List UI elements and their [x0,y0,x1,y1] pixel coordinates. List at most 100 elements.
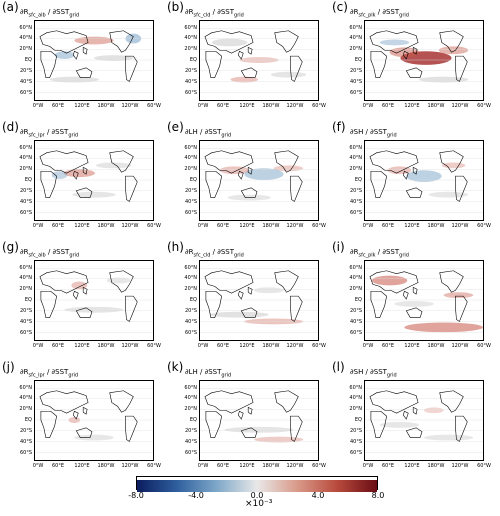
map-plot [199,380,319,461]
lon-tick-label: 180°W [262,463,280,469]
map-panel: (k) ∂LH / ∂SSTgrid 60°N 40°N 20°N EQ 20°S 40°S 6… [167,360,327,480]
coastline [238,290,244,300]
lon-tick-label: 120°W [451,103,469,109]
coastline [274,270,299,293]
field-anomaly [72,191,116,198]
field-anomaly [443,292,474,299]
coastline [73,50,79,60]
field-anomaly [406,170,442,182]
lon-tick-label: 180°W [427,343,445,349]
panel-tag: (d) [2,120,19,134]
coastline [75,307,93,318]
coastline [439,270,464,293]
lat-tick-label: 40°N [19,395,32,401]
lon-tick-label: 60°E [381,223,395,229]
lon-tick-label: 120°W [121,343,139,349]
lon-tick-label: 180°W [262,103,280,109]
lat-tick-label: 20°S [19,188,32,194]
field-anomaly [49,76,99,83]
coastline [370,290,387,318]
lon-tick-label: 120°E [239,103,255,109]
field-anomaly [63,169,95,178]
map-plot [199,140,319,221]
coastline [82,46,88,55]
lat-tick-label: 20°N [19,286,32,292]
coastline [369,270,419,294]
lat-tick-label: 60°N [19,385,32,391]
coastline [439,390,464,413]
lon-tick-label: 180°W [427,463,445,469]
map-panel: (i) ∂Rsfc_plk / ∂SSTgrid 60°N 40°N 20°N EQ 20°… [332,240,492,360]
panel-title: ∂Rsfc_alb / ∂SSTgrid [20,248,80,259]
coastline [412,166,418,175]
lat-tick-label: 20°N [349,166,362,172]
lon-tick-label: 0°W [32,103,44,109]
coastline [274,30,299,53]
coastline [205,410,222,438]
lat-tick-label: 20°N [19,166,32,172]
map-panel: (l) ∂SH / ∂SSTgrid 60°N 40°N 20°N EQ 20°S 40°S 6… [332,360,492,480]
coastline [455,295,468,322]
coastline [75,187,93,198]
lat-tick-label: 20°N [184,166,197,172]
coastline [455,415,468,442]
lon-tick-label: 60°E [51,103,65,109]
coastline [240,67,258,78]
lat-tick-label: 40°S [349,79,362,85]
coastline [240,187,258,198]
lon-tick-label: 0°W [32,463,44,469]
coastline [40,170,57,198]
map-plot [34,20,154,101]
field-anomaly [244,168,284,181]
coastline [405,67,423,78]
coastline [412,46,418,55]
lat-tick-label: 40°N [349,275,362,281]
coastline [369,390,419,414]
coastline [204,30,254,54]
lat-tick-label: 40°N [19,35,32,41]
coastline [204,150,254,174]
lat-tick-label: 40°S [349,319,362,325]
lon-tick-label: 0°W [197,103,209,109]
lon-tick-label: 180°W [97,103,115,109]
colorbar-fill [137,480,377,492]
field-anomaly [64,306,124,313]
lat-tick-label: 60°S [349,450,362,456]
panel-tag: (l) [332,360,345,374]
lat-tick-label: 40°N [19,275,32,281]
field-anomaly [428,191,469,198]
panel-title: ∂Rsfc_cld / ∂SSTgrid [185,8,244,19]
coastline [240,427,258,438]
map-plot [364,380,484,461]
colorbar-tick: -8.0 [128,491,144,500]
field-anomaly [94,55,134,61]
lon-tick-label: 60°W [312,223,326,229]
coastline [125,415,138,442]
coastline [290,175,303,202]
coastline [370,50,387,78]
panel-tag: (k) [167,360,184,374]
coastline [247,286,253,295]
lat-tick-label: 40°N [184,275,197,281]
lat-tick-label: 40°S [184,439,197,445]
field-anomaly [379,39,410,46]
field-anomaly [74,434,114,441]
lat-tick-label: 60°S [19,450,32,456]
coastline [405,307,423,318]
field-anomaly [424,407,444,414]
lat-tick-label: 20°S [184,428,197,434]
lon-tick-label: 120°E [239,343,255,349]
panel-title: ∂LH / ∂SSTgrid [185,368,232,379]
panel-tag: (h) [167,240,184,254]
coastline [40,290,57,318]
coastline [274,150,299,173]
lat-tick-label: EQ [354,297,362,303]
lat-tick-label: EQ [189,177,197,183]
lat-tick-label: 40°N [19,155,32,161]
map-panel: (d) ∂Rsfc_lpr / ∂SSTgrid 60°N 40°N 20°N EQ 20°… [2,120,162,240]
map-plot [34,260,154,341]
lon-tick-label: 120°W [286,463,304,469]
lon-tick-label: 120°W [121,463,139,469]
lat-tick-label: 40°S [184,199,197,205]
coastline [125,175,138,202]
